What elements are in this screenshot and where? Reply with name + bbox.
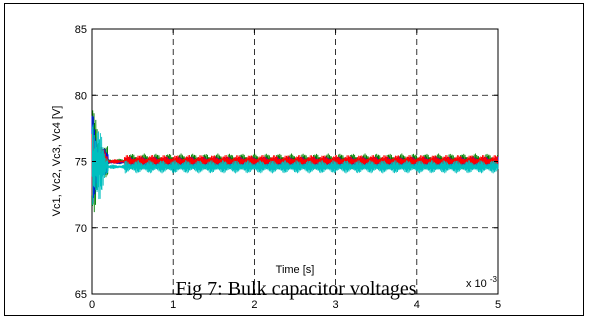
axis-ticks: 0 1 2 3 4 5 65 70 75 80 85 <box>75 24 501 311</box>
x-tick-label: 3 <box>333 299 339 311</box>
x-multiplier-label: x 10 -3 <box>466 275 498 290</box>
y-tick-label: 65 <box>75 289 87 301</box>
data-series <box>91 110 499 213</box>
series-line-4 <box>91 124 499 205</box>
y-axis-label: Vc1, Vc2, Vc3, Vc4 [V] <box>51 106 63 217</box>
x-tick-label: 5 <box>495 299 501 311</box>
y-tick-label: 75 <box>75 157 87 169</box>
x-tick-label: 4 <box>414 299 420 311</box>
figure-caption: Fig 7: Bulk capacitor voltages <box>175 278 417 300</box>
x-tick-label: 1 <box>170 299 176 311</box>
y-tick-label: 80 <box>75 90 87 102</box>
x-tick-label: 0 <box>89 299 95 311</box>
y-tick-label: 70 <box>75 223 87 235</box>
y-tick-label: 85 <box>75 24 87 36</box>
x-axis-label: Time [s] <box>276 264 315 276</box>
x-tick-label: 2 <box>251 299 257 311</box>
